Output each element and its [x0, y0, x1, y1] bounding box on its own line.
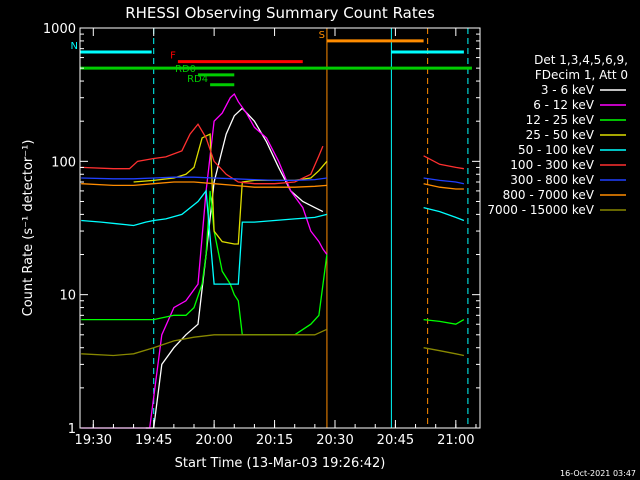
series-line-8 [81, 181, 327, 188]
x-tick-label-6: 20:45 [377, 433, 414, 448]
x-tick-label-1: 19:30 [75, 433, 112, 448]
y-tick-label-2: 10 [59, 289, 76, 304]
series-line-5 [81, 189, 328, 285]
x-tick-label-7: 21:00 [437, 433, 474, 448]
y-axis-label: Count Rate (s⁻¹ detector⁻¹) [21, 140, 36, 317]
x-tick-label-3: 20:00 [195, 433, 232, 448]
x-tick-label-4: 20:15 [256, 433, 293, 448]
series-line-9 [81, 328, 328, 357]
flag-label-1: N [71, 41, 78, 52]
legend-label-3: 12 - 25 keV [526, 113, 595, 127]
series-line-after-gap-5 [423, 206, 465, 222]
plot-area: NSFRD0RD4 [71, 28, 472, 429]
series-line-after-gap-3 [423, 318, 465, 325]
legend-label-5: 50 - 100 keV [518, 143, 595, 157]
legend-label-8: 800 - 7000 keV [503, 188, 595, 202]
legend-header-1: Det 1,3,4,5,6,9, [534, 53, 628, 67]
series-line-after-gap-7 [423, 177, 465, 185]
legend-label-4: 25 - 50 keV [526, 128, 595, 142]
legend-label-2: 6 - 12 keV [533, 98, 595, 112]
series-line-after-gap-9 [423, 347, 465, 357]
series-line-2 [81, 92, 328, 429]
legend-label-9: 7000 - 15000 keV [487, 203, 594, 217]
y-tick-label-1: 1 [68, 422, 76, 437]
legend-label-6: 100 - 300 keV [510, 158, 594, 172]
series-line-6 [81, 123, 324, 185]
series-line-after-gap-8 [423, 183, 464, 190]
chart-title: RHESSI Observing Summary Count Rates [125, 4, 435, 22]
x-tick-label-2: 19:45 [135, 433, 172, 448]
timestamp: 16-Oct-2021 03:47 [560, 469, 636, 478]
legend: Det 1,3,4,5,6,9,FDecim 1, Att 03 - 6 keV… [487, 53, 628, 217]
flag-label-4: F [170, 51, 176, 62]
y-axis: 1 10 100 1000 [43, 22, 480, 437]
plot-frame [79, 27, 481, 429]
legend-header-2: FDecim 1, Att 0 [535, 68, 628, 82]
y-tick-label-4: 1000 [43, 22, 76, 37]
x-tick-label-5: 20:30 [316, 433, 353, 448]
x-axis-label: Start Time (13-Mar-03 19:26:42) [175, 456, 386, 471]
flag-label-3: S [319, 30, 325, 41]
series-line-7 [81, 176, 327, 182]
series-line-after-gap-6 [423, 155, 465, 170]
legend-label-7: 300 - 800 keV [510, 173, 594, 187]
x-axis: 19:30 19:45 20:00 20:15 20:30 20:45 21:00 [75, 28, 477, 448]
flag-label-6: RD4 [187, 74, 208, 85]
legend-label-1: 3 - 6 keV [541, 83, 595, 97]
y-tick-label-3: 100 [51, 155, 76, 170]
